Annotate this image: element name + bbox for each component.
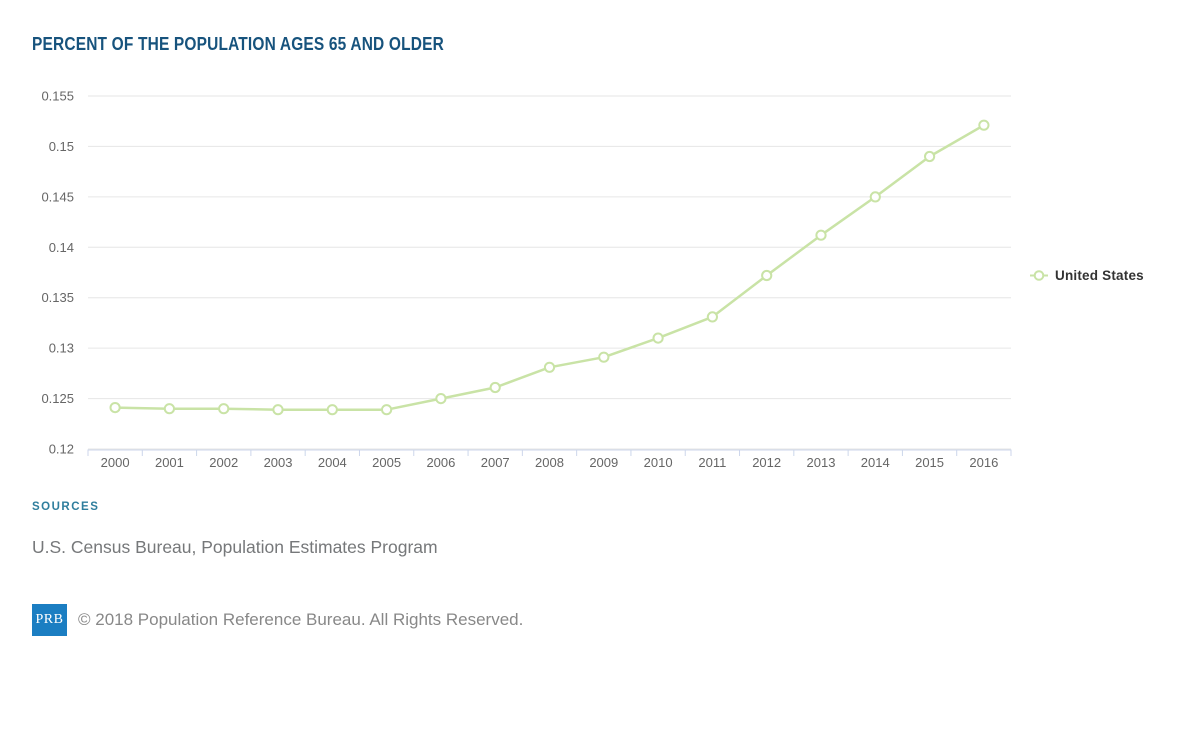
data-point-marker[interactable] bbox=[815, 229, 827, 241]
footer: PRB © 2018 Population Reference Bureau. … bbox=[32, 604, 523, 636]
sources-text: U.S. Census Bureau, Population Estimates… bbox=[32, 537, 438, 557]
x-axis-label: 2005 bbox=[372, 455, 401, 470]
prb-logo[interactable]: PRB bbox=[32, 604, 67, 636]
data-point-marker[interactable] bbox=[978, 119, 990, 131]
x-axis-label: 2003 bbox=[264, 455, 293, 470]
x-axis-label: 2002 bbox=[209, 455, 238, 470]
data-point-marker[interactable] bbox=[543, 361, 556, 373]
data-point-marker[interactable] bbox=[272, 404, 284, 416]
x-axis-label: 2008 bbox=[535, 455, 564, 470]
population-65-chart: 0.12 0.125 0.13 0.135 0.14 0.145 0.15 0.155 2000… bbox=[41, 89, 1012, 470]
x-axis-label: 2013 bbox=[807, 455, 836, 470]
chart-title: PERCENT OF THE POPULATION AGES 65 AND OL… bbox=[32, 34, 444, 54]
data-point-marker[interactable] bbox=[326, 404, 338, 416]
y-axis-label: 0.135 bbox=[41, 290, 74, 305]
x-axis-label: 2000 bbox=[101, 455, 130, 470]
data-point-marker[interactable] bbox=[218, 403, 230, 415]
legend-item-united-states[interactable]: United States bbox=[1030, 268, 1144, 283]
x-axis-label: 2009 bbox=[589, 455, 618, 470]
x-axis-label: 2011 bbox=[698, 455, 726, 470]
data-point-marker[interactable] bbox=[489, 381, 501, 394]
data-point-marker[interactable] bbox=[924, 150, 936, 163]
y-axis-label: 0.125 bbox=[41, 391, 74, 406]
y-axis-label: 0.12 bbox=[49, 442, 74, 457]
x-axis-label: 2015 bbox=[915, 455, 944, 470]
x-axis-label: 2014 bbox=[861, 455, 890, 470]
y-axis-label: 0.15 bbox=[49, 139, 74, 154]
data-point-marker[interactable] bbox=[598, 351, 610, 363]
y-axis-label: 0.155 bbox=[41, 89, 74, 104]
data-point-marker[interactable] bbox=[163, 403, 175, 415]
sources-heading: SOURCES bbox=[32, 501, 100, 513]
y-axis-label: 0.14 bbox=[49, 240, 74, 255]
x-axis-label: 2006 bbox=[426, 455, 455, 470]
x-axis-label: 2007 bbox=[481, 455, 510, 470]
data-point-marker[interactable] bbox=[381, 404, 393, 416]
legend-marker-icon bbox=[1030, 270, 1048, 281]
y-axis-label: 0.13 bbox=[49, 341, 74, 356]
data-point-marker[interactable] bbox=[652, 332, 664, 344]
y-axis-label: 0.145 bbox=[41, 189, 74, 204]
data-point-marker[interactable] bbox=[706, 311, 719, 323]
data-point-marker[interactable] bbox=[761, 269, 773, 282]
x-axis-label: 2012 bbox=[752, 455, 781, 470]
data-point-marker[interactable] bbox=[869, 191, 881, 203]
copyright-text: © 2018 Population Reference Bureau. All … bbox=[78, 610, 524, 629]
x-axis-label: 2016 bbox=[969, 455, 998, 470]
x-axis-label: 2010 bbox=[644, 455, 673, 470]
x-axis-label: 2001 bbox=[155, 455, 184, 470]
legend-label: United States bbox=[1055, 268, 1144, 283]
x-axis-label: 2004 bbox=[318, 455, 347, 470]
data-point-marker[interactable] bbox=[435, 393, 447, 405]
data-point-marker[interactable] bbox=[109, 402, 121, 414]
